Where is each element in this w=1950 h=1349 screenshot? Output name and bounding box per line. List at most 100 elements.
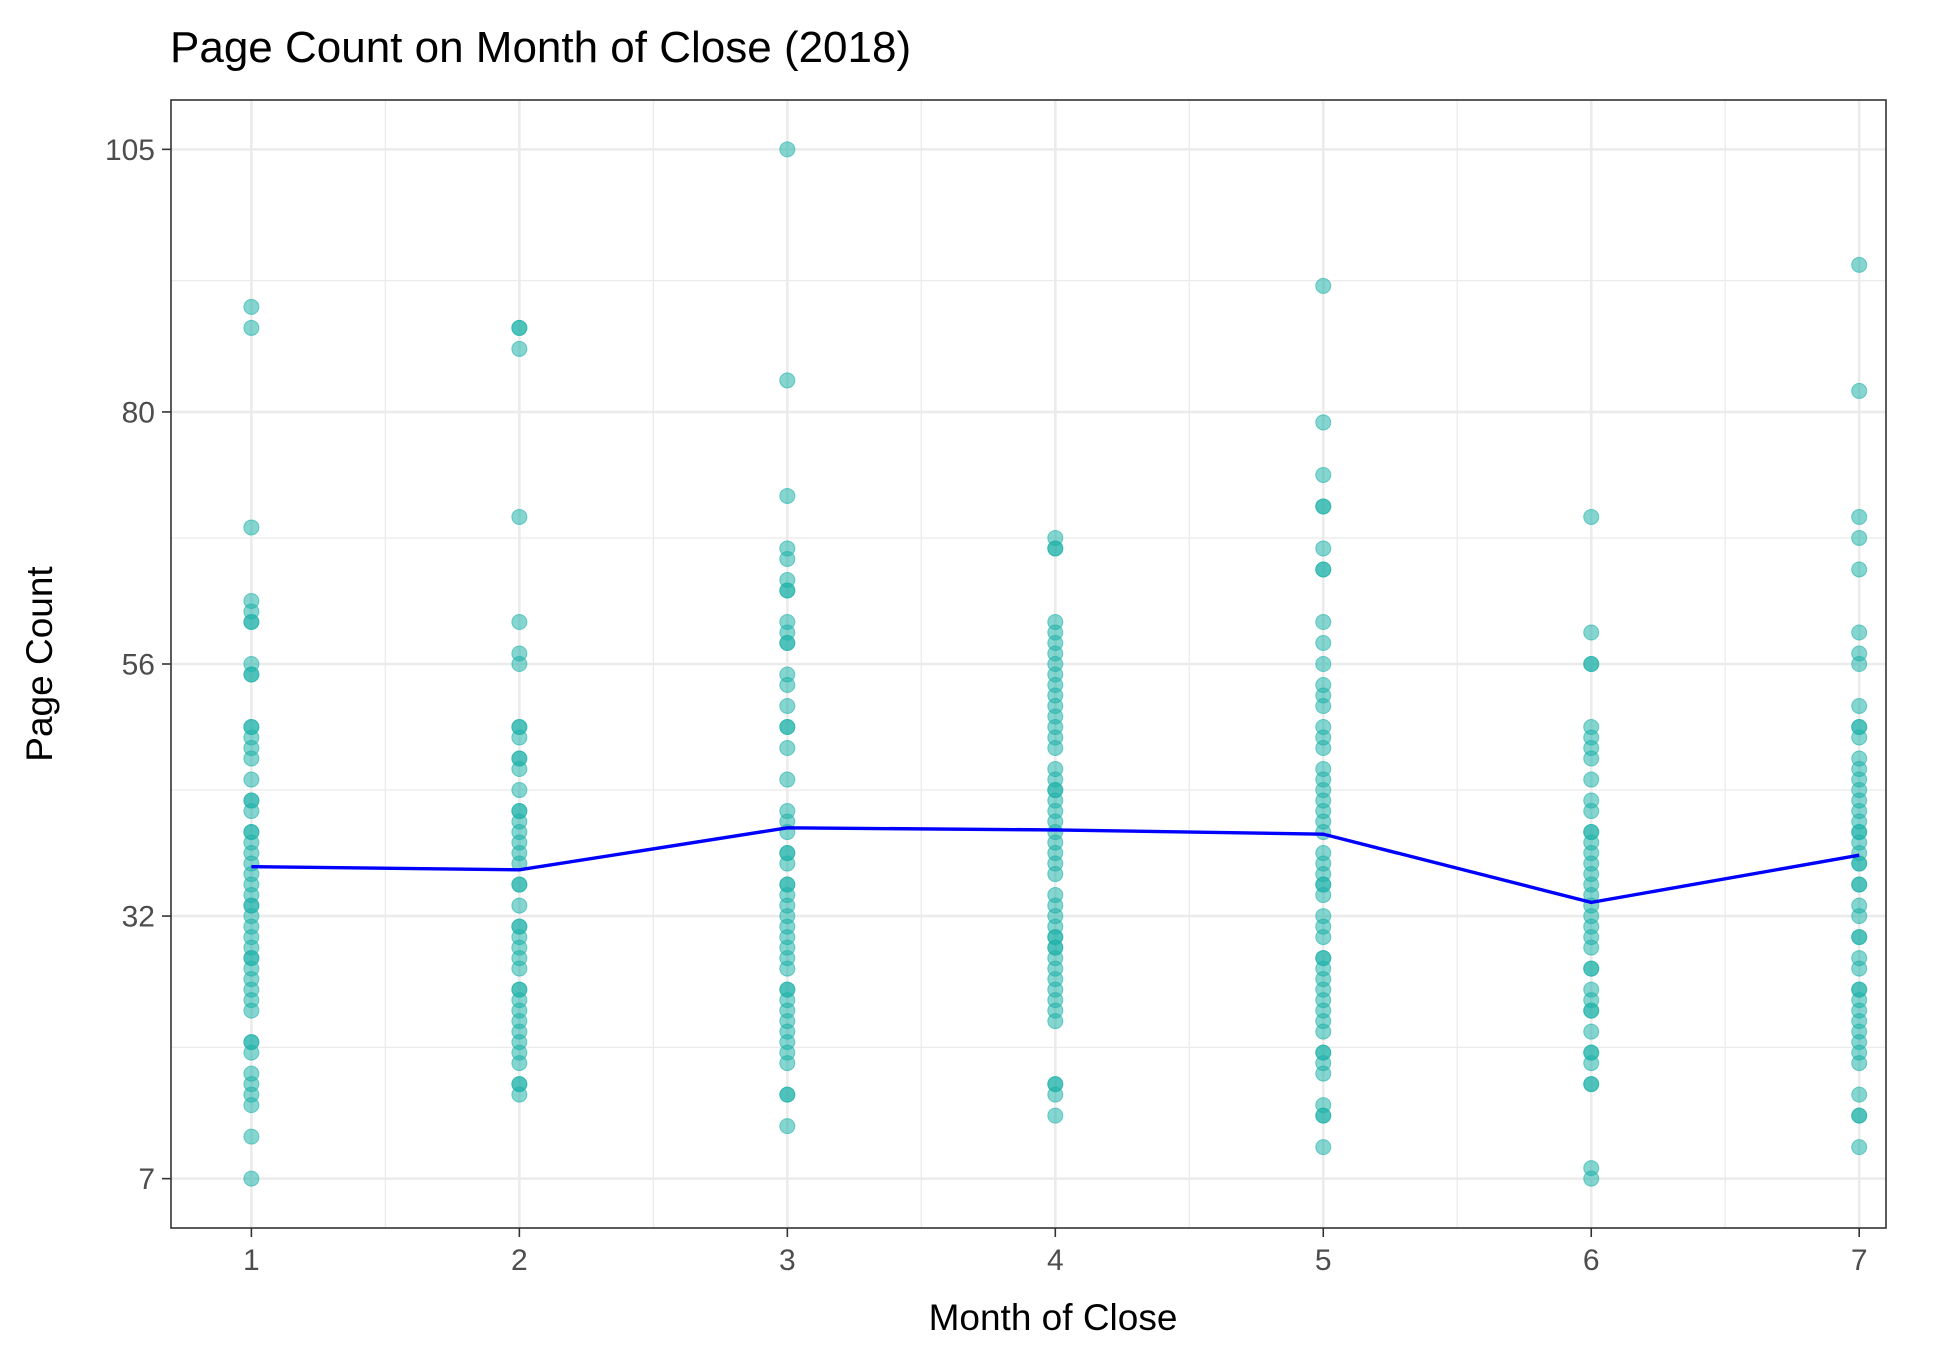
- data-point: [1851, 897, 1868, 914]
- data-point: [511, 876, 528, 893]
- data-point: [1315, 414, 1332, 431]
- x-tick-label: 2: [511, 1244, 528, 1277]
- data-point: [243, 298, 260, 315]
- data-point: [1583, 508, 1600, 525]
- data-point: [779, 845, 796, 862]
- data-point: [243, 824, 260, 841]
- mean-line: [251, 826, 1860, 905]
- data-point: [1047, 613, 1064, 630]
- data-point: [779, 981, 796, 998]
- data-point: [779, 372, 796, 389]
- data-point: [1047, 761, 1064, 778]
- y-tick-label: 32: [122, 901, 155, 934]
- data-point: [779, 771, 796, 788]
- data-point: [1851, 561, 1868, 578]
- data-point: [1315, 561, 1332, 578]
- chart-title: Page Count on Month of Close (2018): [170, 23, 911, 72]
- data-point: [779, 698, 796, 715]
- data-point: [1851, 929, 1868, 946]
- data-point: [243, 592, 260, 609]
- data-point: [779, 613, 796, 630]
- data-point: [1315, 498, 1332, 515]
- data-point: [1047, 529, 1064, 546]
- data-point: [243, 519, 260, 536]
- data-point: [1851, 981, 1868, 998]
- data-point: [1583, 1023, 1600, 1040]
- y-tick-label: 56: [122, 649, 155, 682]
- data-point: [1315, 761, 1332, 778]
- data-point: [1851, 508, 1868, 525]
- data-point: [1047, 1076, 1064, 1093]
- data-point: [1315, 277, 1332, 294]
- data-point: [1851, 698, 1868, 715]
- data-point: [779, 740, 796, 757]
- data-point: [511, 719, 528, 736]
- data-point: [779, 803, 796, 820]
- data-point: [779, 487, 796, 504]
- data-point: [1315, 466, 1332, 483]
- data-point: [511, 803, 528, 820]
- data-point: [1583, 824, 1600, 841]
- data-point: [1047, 1107, 1064, 1124]
- data-point: [511, 750, 528, 767]
- data-point: [1315, 1097, 1332, 1114]
- data-point: [779, 141, 796, 158]
- data-point: [1315, 613, 1332, 630]
- data-point: [1315, 1044, 1332, 1061]
- data-point: [779, 876, 796, 893]
- x-tick-label: 3: [779, 1244, 796, 1277]
- data-point: [1851, 645, 1868, 662]
- x-axis-title: Month of Close: [929, 1297, 1178, 1338]
- data-point: [511, 340, 528, 357]
- data-point: [1315, 845, 1332, 862]
- data-point: [1583, 792, 1600, 809]
- data-point: [243, 656, 260, 672]
- line-layer: [251, 826, 1860, 905]
- data-point: [779, 571, 796, 588]
- data-point: [1047, 887, 1064, 904]
- data-point: [1315, 719, 1332, 736]
- data-point: [779, 719, 796, 736]
- data-point: [1583, 1076, 1600, 1093]
- data-point: [1851, 876, 1868, 893]
- y-tick-label: 105: [105, 134, 155, 167]
- data-point: [511, 1076, 528, 1093]
- data-point: [1583, 624, 1600, 641]
- data-point: [243, 1128, 260, 1145]
- data-point: [1583, 1160, 1600, 1177]
- data-point: [779, 1086, 796, 1103]
- x-tick-label: 4: [1047, 1244, 1064, 1277]
- data-point: [1851, 719, 1868, 736]
- data-point: [511, 782, 528, 799]
- data-point: [1315, 540, 1332, 557]
- y-axis-title: Page Count: [19, 566, 60, 762]
- data-point: [243, 319, 260, 336]
- data-point: [1315, 634, 1332, 651]
- data-point: [1583, 771, 1600, 788]
- data-point: [243, 771, 260, 788]
- data-point: [511, 319, 528, 336]
- data-point: [511, 613, 528, 630]
- x-tick-label: 7: [1851, 1244, 1868, 1277]
- data-point: [1315, 950, 1332, 967]
- data-point: [1315, 908, 1332, 925]
- data-point: [1851, 382, 1868, 399]
- data-point: [1583, 960, 1600, 977]
- data-point: [1583, 656, 1600, 672]
- points-layer: [243, 141, 1868, 1187]
- x-tick-label: 6: [1583, 1244, 1600, 1277]
- grid-layer: [171, 100, 1886, 1228]
- data-point: [511, 645, 528, 662]
- data-point: [511, 918, 528, 935]
- data-point: [243, 792, 260, 809]
- data-point: [1851, 1086, 1868, 1103]
- data-point: [1851, 1107, 1868, 1124]
- data-point: [779, 666, 796, 683]
- data-point: [779, 540, 796, 557]
- data-point: [1851, 624, 1868, 641]
- data-point: [779, 1118, 796, 1135]
- data-point: [1315, 656, 1332, 672]
- data-point: [1851, 529, 1868, 546]
